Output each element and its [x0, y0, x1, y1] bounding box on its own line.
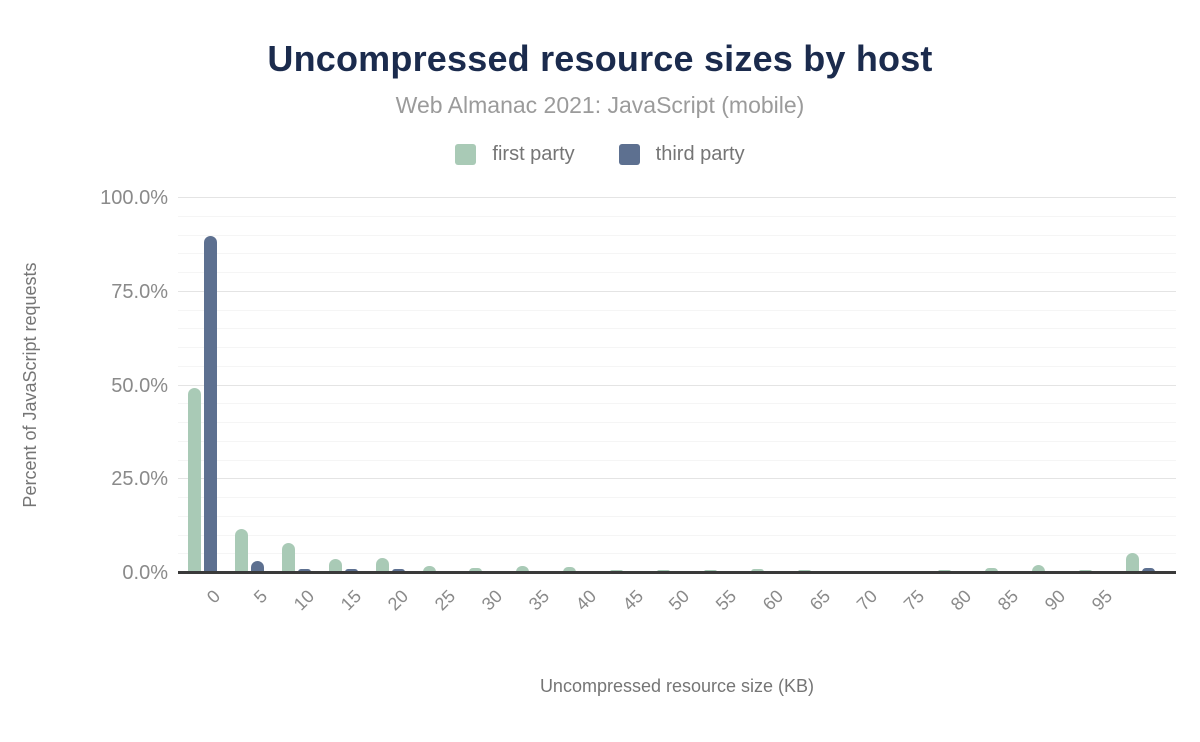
- x-tick-label: 50: [665, 586, 694, 615]
- bar-first-party-85[interactable]: [985, 567, 999, 572]
- x-tick-label: 35: [524, 586, 553, 615]
- third-party-swatch-icon: [618, 144, 640, 165]
- minor-gridline: [178, 328, 1176, 330]
- y-tick-label: 50.0%: [111, 374, 168, 397]
- bar-first-party-5[interactable]: [234, 529, 248, 572]
- x-tick-label: 40: [571, 586, 600, 615]
- legend-label: third party: [655, 143, 745, 165]
- y-tick-label: 75.0%: [111, 280, 168, 303]
- bar-first-party-65[interactable]: [797, 569, 811, 572]
- bar-first-party-0[interactable]: [188, 387, 201, 572]
- bar-first-party-40[interactable]: [563, 567, 577, 572]
- major-gridline: [178, 197, 1176, 198]
- x-tick-label: 80: [946, 586, 976, 615]
- y-tick-label: 0.0%: [122, 562, 168, 584]
- x-tick-label: 25: [430, 586, 460, 615]
- x-tick-label: 60: [759, 586, 788, 615]
- x-tick-label: 65: [806, 586, 835, 615]
- minor-gridline: [178, 553, 1176, 555]
- bar-first-party-100[interactable]: [1126, 553, 1139, 572]
- bar-third-party-5[interactable]: [250, 560, 264, 572]
- x-axis-title: Uncompressed resource size (KB): [539, 676, 815, 696]
- major-gridline: [178, 384, 1176, 386]
- bar-first-party-30[interactable]: [469, 568, 483, 572]
- minor-gridline: [178, 459, 1176, 461]
- bar-first-party-15[interactable]: [328, 558, 342, 572]
- x-tick-label: 30: [477, 586, 507, 615]
- x-tick-label: 10: [290, 586, 319, 615]
- bar-first-party-10[interactable]: [281, 542, 295, 572]
- minor-gridline: [178, 215, 1176, 217]
- minor-gridline: [178, 309, 1176, 311]
- x-tick-label: 0: [203, 586, 225, 608]
- x-tick-label: 20: [383, 586, 413, 615]
- x-tick-label: 95: [1087, 586, 1116, 615]
- bar-third-party-20[interactable]: [391, 569, 405, 572]
- x-tick-label: 15: [337, 586, 366, 615]
- bar-third-party-15[interactable]: [344, 569, 358, 572]
- x-tick-label: 90: [1040, 586, 1069, 615]
- bar-first-party-90[interactable]: [1032, 564, 1046, 572]
- bar-first-party-45[interactable]: [610, 569, 624, 572]
- chart-subtitle: Web Almanac 2021: JavaScript (mobile): [395, 92, 805, 118]
- bar-first-party-55[interactable]: [703, 569, 717, 572]
- first-party-swatch-icon: [455, 144, 477, 165]
- bar-first-party-20[interactable]: [375, 558, 389, 572]
- plot-area: [178, 197, 1176, 574]
- bar-first-party-25[interactable]: [422, 566, 436, 572]
- minor-gridline: [178, 497, 1176, 498]
- bar-third-party-10[interactable]: [297, 569, 311, 572]
- y-tick-label: 100.0%: [100, 187, 168, 209]
- chart-title: Uncompressed resource sizes by host: [267, 38, 933, 79]
- minor-gridline: [178, 234, 1176, 236]
- x-tick-label: 5: [250, 586, 272, 608]
- bar-third-party-0[interactable]: [204, 236, 217, 572]
- minor-gridline: [178, 403, 1176, 405]
- bar-first-party-35[interactable]: [516, 566, 530, 572]
- minor-gridline: [178, 534, 1176, 536]
- x-axis-line: [178, 571, 1176, 574]
- y-tick-label: 25.0%: [111, 468, 168, 491]
- minor-gridline: [178, 272, 1176, 273]
- minor-gridline: [178, 365, 1176, 367]
- x-tick-label: 85: [993, 586, 1022, 615]
- minor-gridline: [178, 422, 1176, 423]
- major-gridline: [178, 478, 1176, 480]
- legend: first party third party: [0, 143, 1200, 166]
- bar-first-party-60[interactable]: [750, 569, 764, 572]
- major-gridline: [178, 290, 1176, 292]
- minor-gridline: [178, 253, 1176, 255]
- minor-gridline: [178, 347, 1176, 348]
- legend-item-third-party[interactable]: third party: [618, 143, 745, 166]
- x-tick-label: 55: [712, 586, 741, 615]
- minor-gridline: [178, 515, 1176, 517]
- x-tick-label: 70: [852, 586, 882, 615]
- bar-third-party-100[interactable]: [1142, 568, 1155, 572]
- legend-label: first party: [492, 143, 575, 165]
- minor-gridline: [178, 440, 1176, 442]
- legend-item-first-party[interactable]: first party: [455, 143, 575, 166]
- x-tick-label: 75: [899, 586, 929, 615]
- x-tick-label: 45: [618, 586, 647, 615]
